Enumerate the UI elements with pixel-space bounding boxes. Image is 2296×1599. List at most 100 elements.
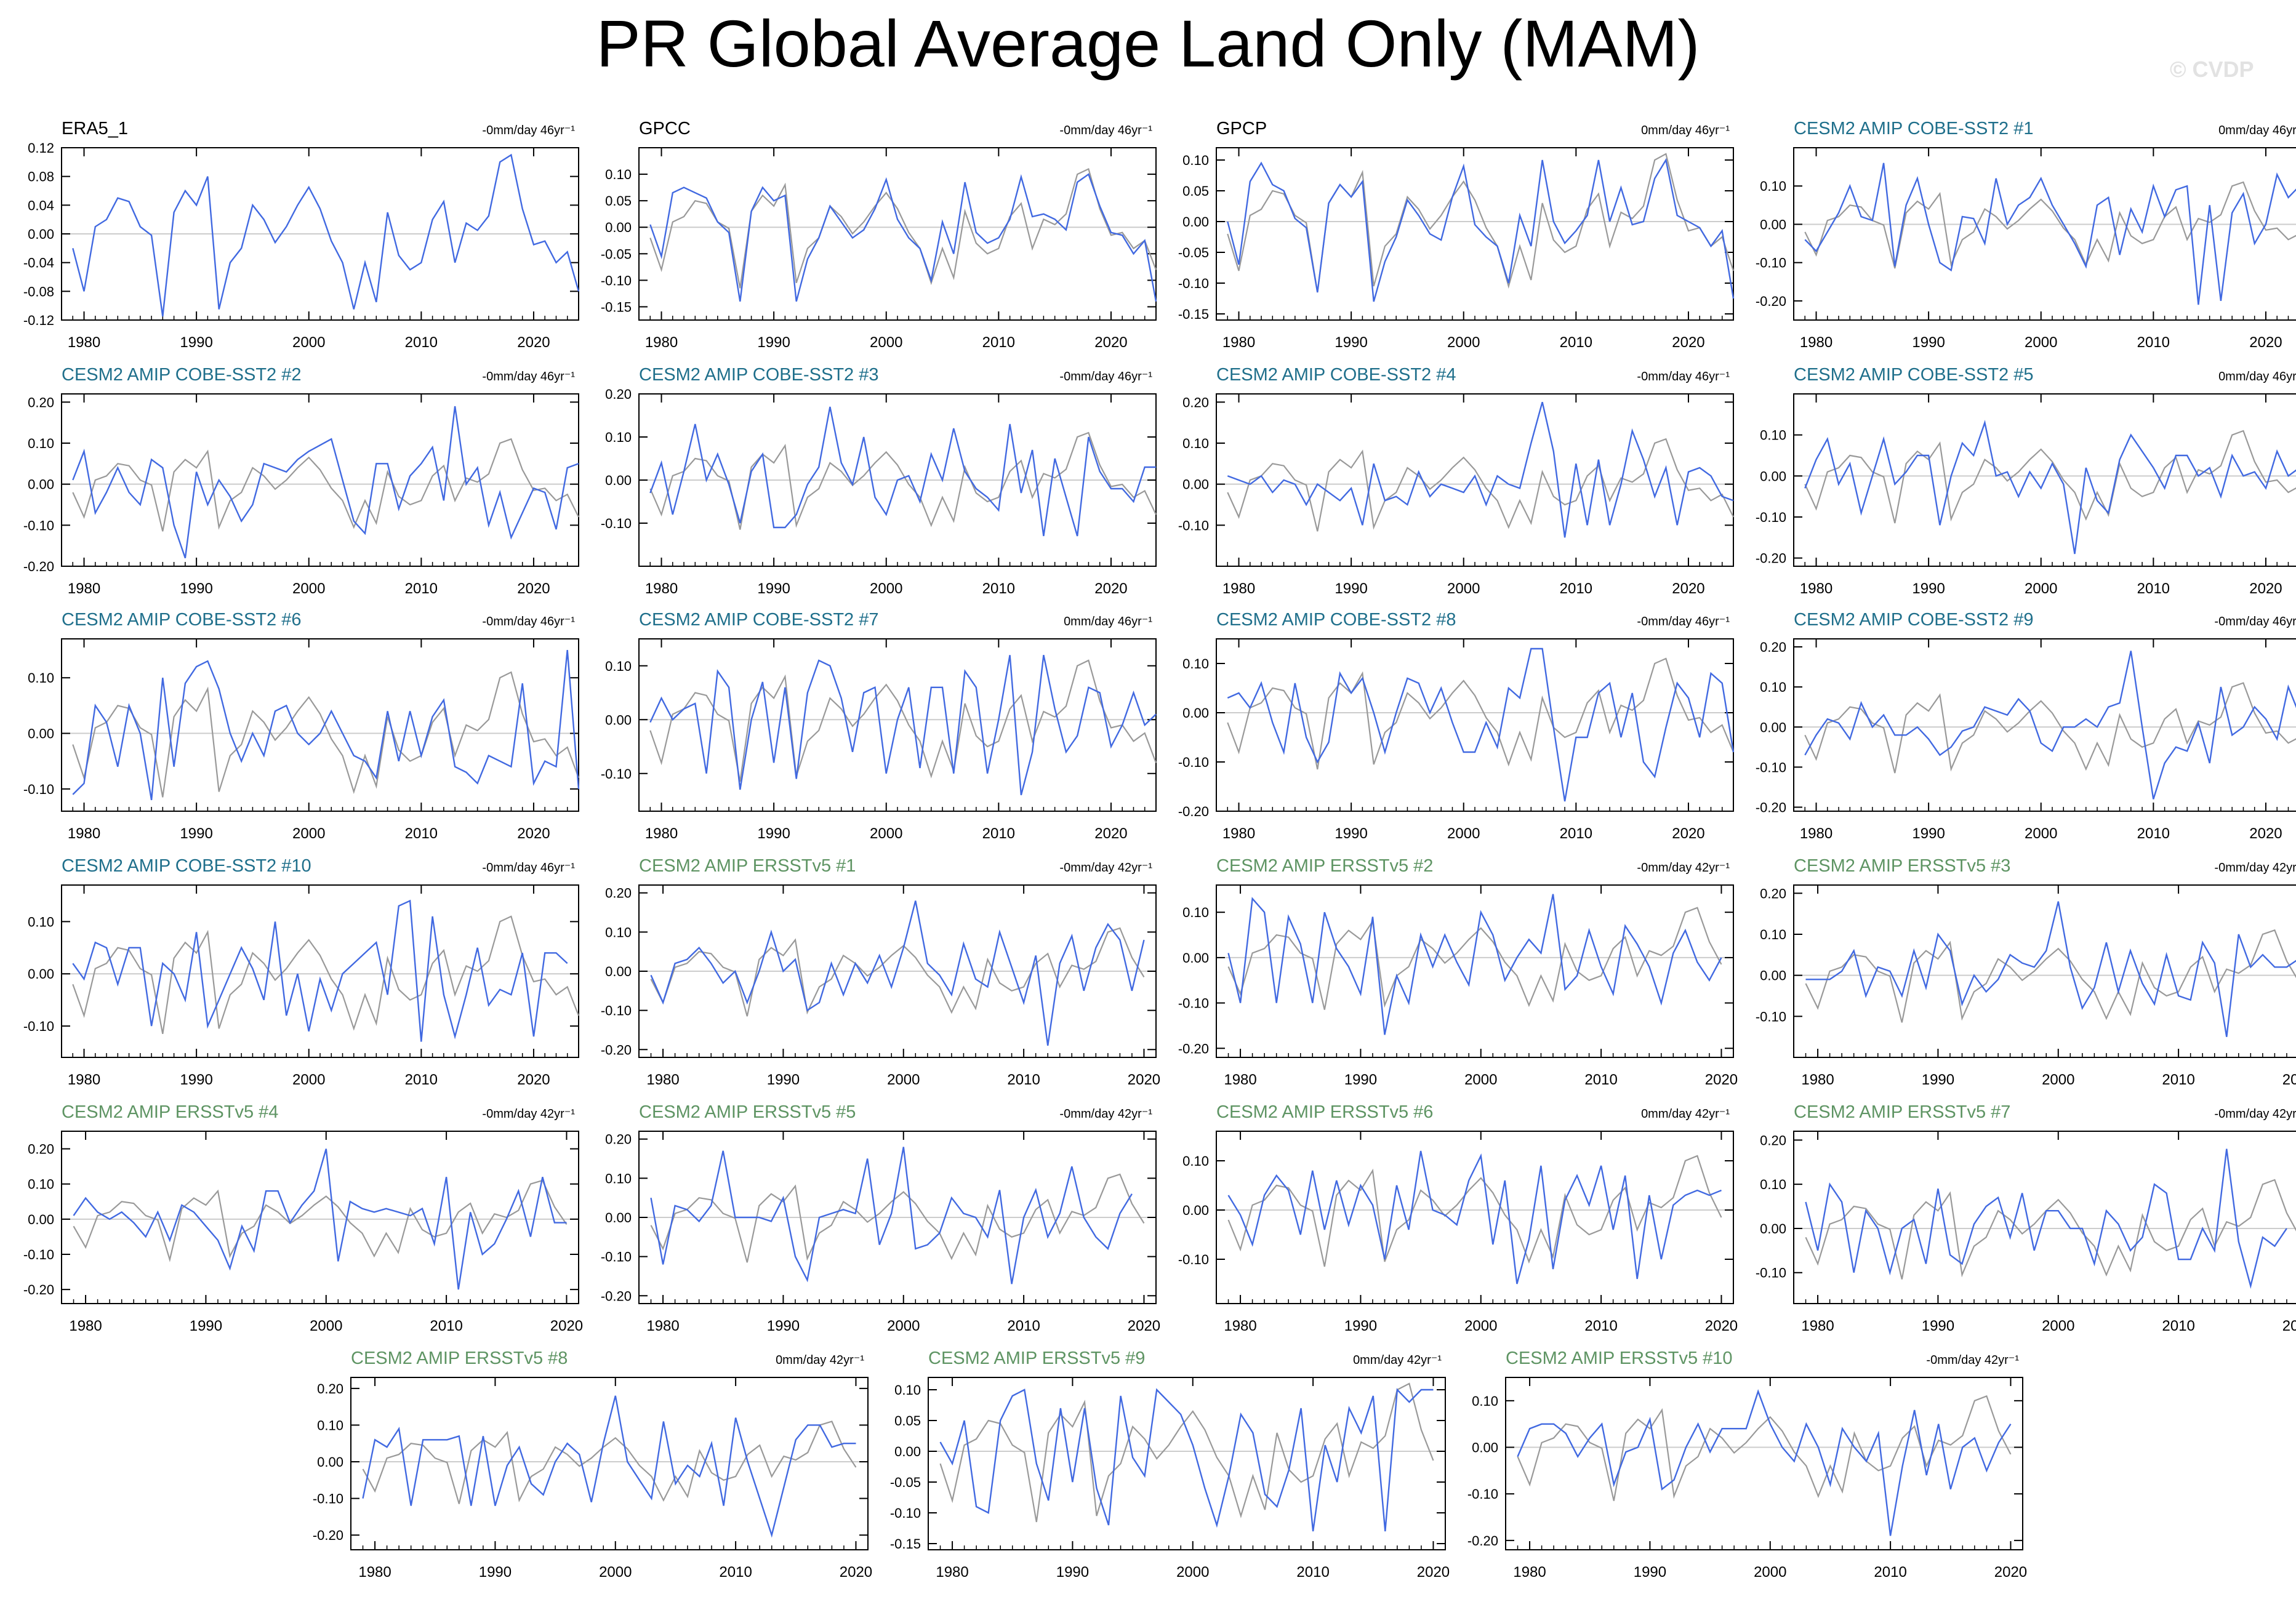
y-tick-label: 0.00 <box>1182 950 1209 966</box>
y-tick-label: 0.00 <box>1472 1440 1498 1456</box>
x-tick-label: 1990 <box>757 825 790 842</box>
panel-22: 1980 1990 2000 2010 2020 -0.15 -0.10 -0.05 0.00 0… <box>890 1349 1450 1581</box>
y-tick-label: 0.20 <box>1760 1132 1786 1148</box>
panel-title: CESM2 AMIP ERSSTv5 #7 <box>1794 1102 2010 1122</box>
y-tick-label: -0.20 <box>23 1282 54 1297</box>
x-tick-label: 2000 <box>887 1072 920 1088</box>
x-tick-label: 2000 <box>1447 334 1480 351</box>
x-tick-label: 1990 <box>1922 1072 1954 1088</box>
panel-20: 1980 1990 2000 2010 2020 -0.10 0.00 0.10 0.20 CES… <box>1756 1102 2296 1334</box>
x-tick-label: 1990 <box>479 1564 512 1581</box>
x-tick-label: 1980 <box>645 580 678 597</box>
x-tick-label: 2010 <box>2162 1318 2194 1334</box>
y-tick-label: 0.00 <box>1760 217 1786 232</box>
x-tick-label: 2010 <box>430 1318 462 1334</box>
series-line <box>72 899 568 1042</box>
y-tick-label: -0.10 <box>601 516 632 531</box>
x-tick-label: 2020 <box>1672 580 1704 597</box>
y-tick-label: 0.00 <box>605 964 632 979</box>
y-tick-label: 0.00 <box>28 1212 54 1227</box>
y-tick-label: 0.20 <box>605 387 632 402</box>
panel-title: GPCP <box>1216 119 1267 138</box>
reference-series-line <box>1227 907 1722 1010</box>
panel-9: 1980 1990 2000 2010 2020 -0.10 0.00 0.10 CESM2 A… <box>23 610 580 842</box>
y-tick-label: 0.10 <box>1472 1393 1498 1409</box>
y-tick-label: 0.00 <box>28 477 54 492</box>
series-line <box>649 406 1156 537</box>
x-tick-label: 1980 <box>1801 1072 1834 1088</box>
x-tick-label: 1980 <box>68 334 100 351</box>
series-line <box>1227 401 1734 538</box>
x-tick-label: 2010 <box>405 580 438 597</box>
y-tick-label: 0.00 <box>28 226 54 242</box>
y-tick-label: -0.10 <box>23 518 54 533</box>
y-tick-label: 0.10 <box>605 1171 632 1186</box>
y-tick-label: -0.10 <box>601 1003 632 1019</box>
panel-16: 1980 1990 2000 2010 2020 -0.10 0.00 0.10 0.20 CES… <box>1756 856 2296 1088</box>
x-tick-label: 2010 <box>2137 334 2170 351</box>
x-tick-label: 1980 <box>645 334 678 351</box>
y-tick-label: -0.20 <box>1756 800 1786 815</box>
trend-label: 0mm/day 46yr⁻¹ <box>1064 615 1152 628</box>
y-tick-label: 0.10 <box>1760 428 1786 443</box>
y-tick-label: 0.10 <box>28 436 54 451</box>
x-tick-label: 2020 <box>1672 334 1704 351</box>
x-tick-label: 2000 <box>292 334 325 351</box>
y-tick-label: 0.10 <box>605 924 632 940</box>
x-tick-label: 2020 <box>517 334 550 351</box>
panel-title: CESM2 AMIP ERSSTv5 #1 <box>639 856 856 876</box>
panel-title: CESM2 AMIP COBE-SST2 #6 <box>62 610 302 630</box>
x-tick-label: 1980 <box>1224 1072 1256 1088</box>
x-tick-label: 2000 <box>1754 1564 1786 1581</box>
x-tick-label: 1980 <box>646 1072 679 1088</box>
y-tick-label: 0.10 <box>317 1417 343 1433</box>
x-tick-label: 1980 <box>358 1564 391 1581</box>
trend-label: -0mm/day 42yr⁻¹ <box>2214 1107 2296 1121</box>
trend-label: 0mm/day 42yr⁻¹ <box>1353 1353 1442 1367</box>
x-tick-label: 2010 <box>2137 825 2170 842</box>
x-tick-label: 2020 <box>2249 334 2282 351</box>
y-tick-label: 0.05 <box>894 1413 921 1429</box>
x-tick-label: 1990 <box>1335 825 1367 842</box>
y-tick-label: -0.20 <box>1178 1041 1209 1056</box>
series-line <box>650 1147 1133 1284</box>
panel-19: 1980 1990 2000 2010 2020 -0.10 0.00 0.10 CESM2 A… <box>1178 1102 1738 1334</box>
x-tick-label: 1990 <box>1335 580 1367 597</box>
trend-label: -0mm/day 46yr⁻¹ <box>482 861 575 875</box>
x-tick-label: 1980 <box>69 1318 102 1334</box>
x-tick-label: 2010 <box>982 334 1015 351</box>
x-tick-label: 2000 <box>870 825 902 842</box>
trend-label: 0mm/day 46yr⁻¹ <box>2218 370 2296 383</box>
panel-title: GPCC <box>639 119 691 138</box>
reference-series-line <box>939 1382 1434 1523</box>
panel-title: CESM2 AMIP COBE-SST2 #10 <box>62 856 311 876</box>
panel-title: CESM2 AMIP ERSSTv5 #3 <box>1794 856 2010 876</box>
y-tick-label: 0.10 <box>1182 436 1209 451</box>
series-line <box>1227 894 1722 1035</box>
series-line <box>1805 1148 2287 1289</box>
y-tick-label: -0.10 <box>1178 1252 1209 1267</box>
y-tick-label: -0.10 <box>1756 1265 1786 1281</box>
plot-frame <box>1216 1131 1734 1304</box>
cvdp-watermark: © CVDP <box>2170 57 2254 82</box>
x-tick-label: 1980 <box>936 1564 968 1581</box>
x-tick-label: 2000 <box>599 1564 632 1581</box>
x-tick-label: 2010 <box>982 580 1015 597</box>
panel-title: CESM2 AMIP ERSSTv5 #8 <box>351 1349 568 1368</box>
x-tick-label: 2000 <box>292 825 325 842</box>
x-tick-label: 2000 <box>310 1318 342 1334</box>
x-tick-label: 1990 <box>180 334 212 351</box>
series-line <box>649 655 1157 796</box>
y-tick-label: 0.00 <box>605 220 632 235</box>
y-tick-label: 0.10 <box>605 659 632 674</box>
trend-label: -0mm/day 42yr⁻¹ <box>1059 1107 1152 1121</box>
series-line <box>1227 1150 1722 1284</box>
series-line <box>1517 1389 2012 1536</box>
y-tick-label: -0.05 <box>890 1475 921 1490</box>
x-tick-label: 1980 <box>1800 334 1832 351</box>
y-tick-label: 0.05 <box>605 193 632 209</box>
x-tick-label: 1990 <box>1335 334 1367 351</box>
panel-title: CESM2 AMIP COBE-SST2 #8 <box>1216 610 1456 630</box>
y-tick-label: -0.10 <box>1756 255 1786 271</box>
y-tick-label: -0.10 <box>23 782 54 797</box>
